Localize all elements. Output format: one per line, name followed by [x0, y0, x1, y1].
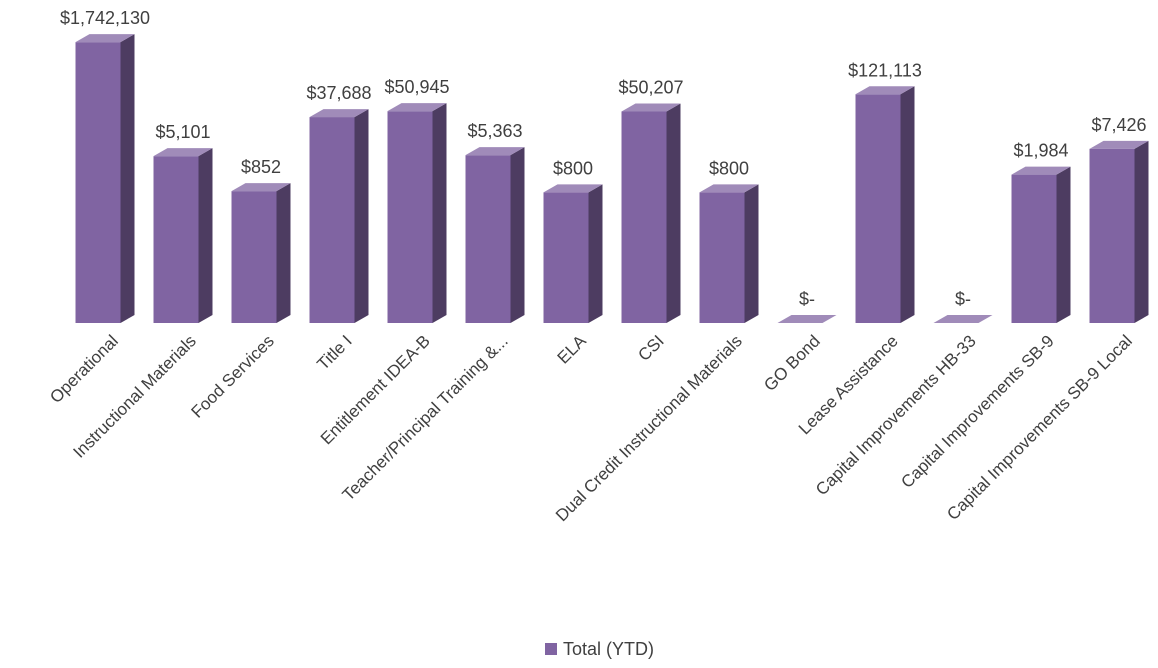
bar-front [1089, 148, 1135, 323]
bar-front [621, 111, 667, 323]
bar-side [744, 184, 759, 323]
bar [621, 103, 681, 323]
bar-side [666, 103, 681, 323]
data-label: $50,207 [618, 77, 683, 97]
data-label: $1,984 [1013, 141, 1068, 161]
data-label: $5,101 [155, 122, 210, 142]
bar-side [1134, 140, 1149, 323]
x-tick-label: GO Bond [760, 331, 824, 395]
bar-top [855, 86, 915, 95]
bar-front [231, 191, 277, 323]
bar [933, 315, 993, 323]
x-tick-label: Operational [46, 331, 122, 407]
x-tick-label: Capital Improvements HB-33 [812, 331, 980, 499]
data-label: $800 [553, 158, 593, 178]
bar [1089, 140, 1149, 323]
bar-side [198, 148, 213, 323]
data-label: $121,113 [848, 60, 922, 80]
x-tick-label: Title I [313, 331, 355, 373]
legend-label: Total (YTD) [563, 639, 654, 659]
data-label: $852 [241, 157, 281, 177]
x-tick-label: ELA [554, 331, 591, 368]
bar-side [276, 183, 291, 323]
x-tick-label: Teacher/Principal Training &... [339, 331, 512, 504]
bar-side [432, 103, 447, 324]
bar-side [900, 86, 915, 324]
data-label: $- [955, 289, 971, 309]
bar [777, 315, 837, 323]
bar-top [543, 184, 603, 193]
data-label: $5,363 [467, 121, 522, 141]
bar [387, 103, 447, 324]
bar-top [1089, 140, 1149, 149]
data-label: $1,742,130 [60, 8, 150, 28]
bar [543, 184, 603, 323]
x-tick-label: CSI [634, 331, 667, 364]
bar-front [309, 117, 355, 323]
bar-front [1011, 174, 1057, 323]
bar-side [588, 184, 603, 323]
bar-front [75, 42, 121, 324]
bar-top [309, 109, 369, 118]
bar-top [75, 34, 135, 43]
bar-side [120, 34, 135, 324]
bar-front [153, 156, 199, 323]
bar-front [699, 192, 745, 323]
bar-top [153, 148, 213, 157]
bar-side [510, 147, 525, 323]
bar-front [855, 94, 901, 324]
data-label: $- [799, 289, 815, 309]
data-label: $7,426 [1091, 115, 1146, 135]
bar-top [621, 103, 681, 112]
bar-top [933, 315, 993, 323]
bar [699, 184, 759, 323]
bar [1011, 166, 1071, 323]
bar [855, 86, 915, 324]
bar-top [465, 147, 525, 156]
bar-top [1011, 166, 1071, 175]
x-tick-label: Capital Improvements SB-9 [897, 331, 1057, 491]
data-label: $50,945 [384, 77, 449, 97]
legend-swatch [545, 643, 557, 655]
bar [231, 183, 291, 323]
bar [309, 109, 369, 323]
bar-front [387, 111, 433, 324]
bar-top [699, 184, 759, 193]
bar-top [777, 315, 837, 323]
bar-front [465, 155, 511, 323]
bar-front [543, 192, 589, 323]
bar-side [354, 109, 369, 323]
bar-top [387, 103, 447, 112]
x-tick-label: Food Services [188, 331, 278, 421]
bar-top [231, 183, 291, 192]
bar [153, 148, 213, 323]
bar [75, 34, 135, 324]
data-label: $37,688 [306, 83, 371, 103]
bar [465, 147, 525, 323]
bar-side [1056, 166, 1071, 323]
data-label: $800 [709, 158, 749, 178]
